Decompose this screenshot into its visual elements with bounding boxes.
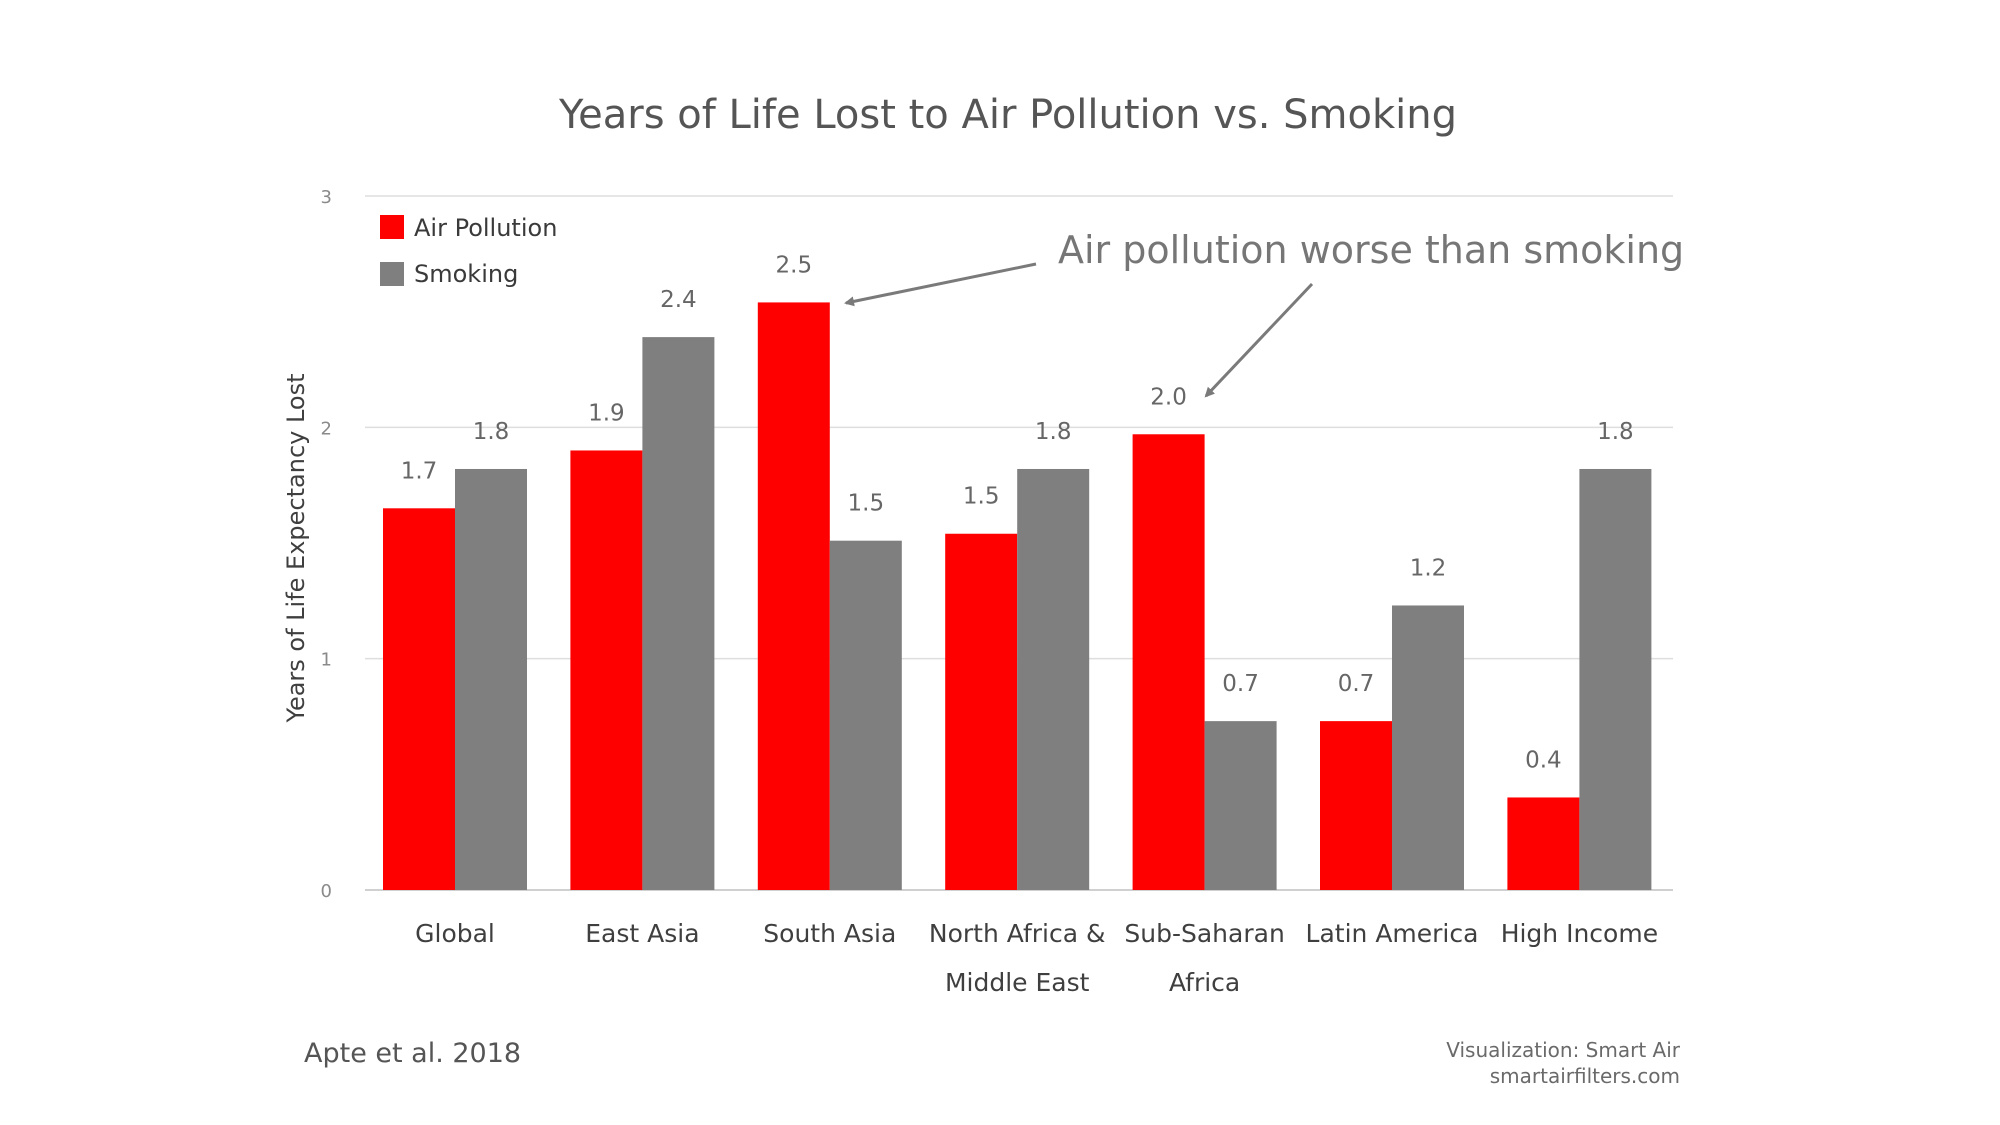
chart-title: Years of Life Lost to Air Pollution vs. … xyxy=(558,92,1457,138)
y-tick-label: 3 xyxy=(321,187,332,208)
annotation-arrow-sub-saharan-africa xyxy=(1204,282,1314,398)
bar xyxy=(1507,797,1580,890)
bar xyxy=(1017,468,1090,890)
bars xyxy=(383,302,1652,890)
legend-label-air-pollution: Air Pollution xyxy=(414,214,557,242)
value-label: 1.2 xyxy=(1410,555,1447,581)
value-label: 1.9 xyxy=(588,400,625,426)
annotation: Air pollution worse than smoking xyxy=(844,228,1684,398)
value-label: 0.7 xyxy=(1338,671,1375,697)
legend-swatch-smoking xyxy=(380,262,404,286)
y-axis-label: Years of Life Expectancy Lost xyxy=(282,373,310,723)
category-label: East Asia xyxy=(585,919,699,948)
bar xyxy=(383,508,455,890)
category-label: Middle East xyxy=(945,968,1090,997)
bar xyxy=(1204,721,1277,890)
bar xyxy=(1132,434,1205,890)
value-label: 1.8 xyxy=(1035,419,1072,445)
value-label: 2.4 xyxy=(660,287,697,313)
y-tick-label: 1 xyxy=(321,650,332,671)
source-note: Apte et al. 2018 xyxy=(304,1038,521,1069)
bar xyxy=(757,302,830,890)
y-tick-label: 2 xyxy=(321,418,332,439)
value-label: 0.4 xyxy=(1525,747,1562,773)
bar xyxy=(1392,605,1464,890)
value-label: 1.8 xyxy=(473,419,510,445)
y-tick-label: 0 xyxy=(321,881,332,902)
value-labels: 1.7 1.8 1.9 2.4 2.5 1.5 1.5 1.8 2.0 0.7 0.7 1.2 0.4 1… xyxy=(401,252,1634,773)
bar xyxy=(570,450,643,890)
category-label: Africa xyxy=(1169,968,1240,997)
bar xyxy=(1579,468,1652,890)
bar xyxy=(455,468,527,890)
bar xyxy=(945,533,1018,890)
value-label: 1.7 xyxy=(401,458,438,484)
annotation-arrow-south-asia xyxy=(844,262,1037,307)
category-label: High Income xyxy=(1501,919,1658,948)
category-label: South Asia xyxy=(763,919,896,948)
category-labels: Global East Asia South Asia North Africa & M… xyxy=(415,919,1658,997)
legend: Air Pollution Smoking xyxy=(380,214,557,288)
bar xyxy=(829,540,902,890)
credit-line-1: Visualization: Smart Air xyxy=(1446,1038,1681,1062)
value-label: 0.7 xyxy=(1222,671,1259,697)
value-label: 2.0 xyxy=(1150,384,1187,410)
value-label: 2.5 xyxy=(776,252,813,278)
bar xyxy=(642,337,715,890)
value-label: 1.5 xyxy=(963,484,1000,510)
bar xyxy=(1320,721,1392,890)
category-label: Sub-Saharan xyxy=(1124,919,1284,948)
value-label: 1.8 xyxy=(1597,419,1634,445)
annotation-text: Air pollution worse than smoking xyxy=(1058,228,1684,272)
credit-line-2: smartairfilters.com xyxy=(1490,1064,1680,1088)
legend-swatch-air-pollution xyxy=(380,215,404,239)
y-axis-ticks: 0 1 2 3 xyxy=(321,187,332,902)
category-label: North Africa & xyxy=(929,919,1106,948)
category-label: Global xyxy=(415,919,495,948)
category-label: Latin America xyxy=(1306,919,1479,948)
value-label: 1.5 xyxy=(848,491,885,517)
legend-label-smoking: Smoking xyxy=(414,260,518,288)
